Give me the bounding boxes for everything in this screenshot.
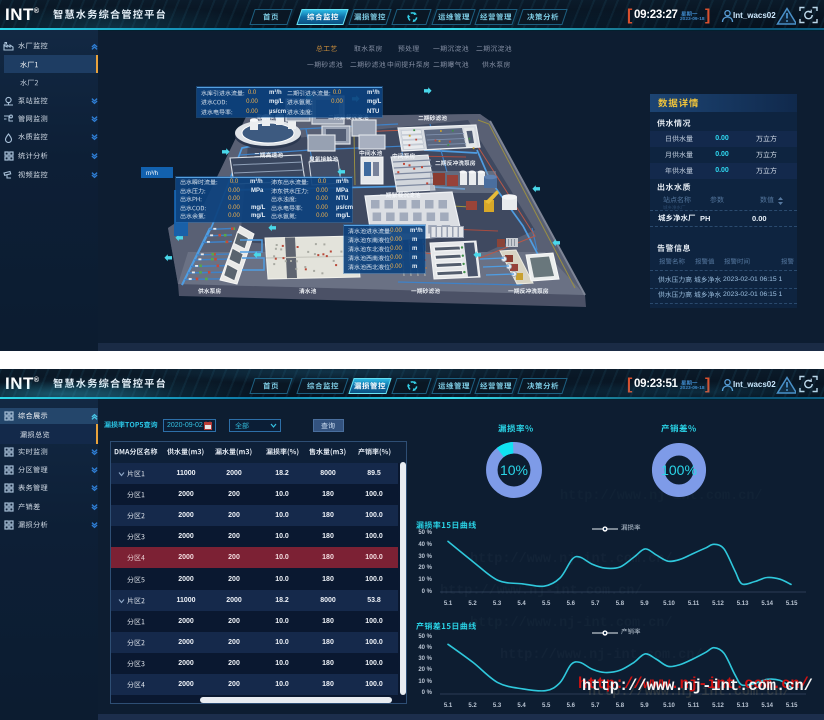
svg-text:m³/h: m³/h bbox=[146, 171, 158, 177]
